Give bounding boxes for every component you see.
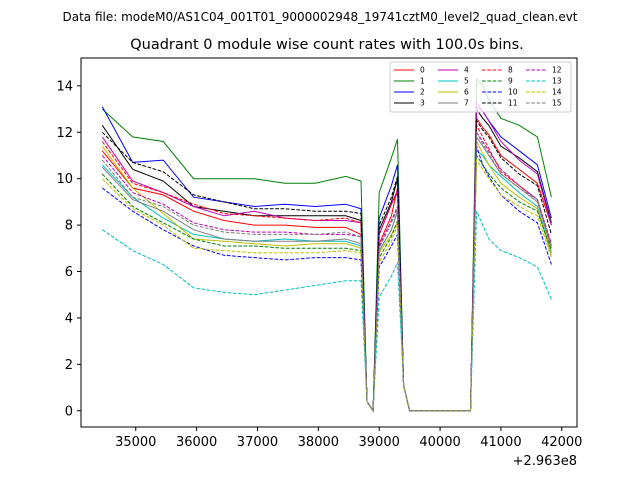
series-line-11 xyxy=(101,119,552,413)
series-line-15 xyxy=(101,130,552,413)
series-line-12 xyxy=(101,130,552,413)
series-line-9 xyxy=(101,153,552,413)
series-line-0 xyxy=(101,116,552,413)
x-tick-label-42000: 42000 xyxy=(541,435,582,450)
y-tick-label-12: 12 xyxy=(56,126,73,141)
series-line-14 xyxy=(101,158,552,413)
x-tick-label-35000: 35000 xyxy=(115,435,156,450)
legend-label-10: 10 xyxy=(508,88,518,97)
legend-label-5: 5 xyxy=(464,77,469,86)
legend-label-13: 13 xyxy=(552,77,562,86)
y-tick-label-6: 6 xyxy=(65,265,73,280)
legend-label-9: 9 xyxy=(508,77,513,86)
x-tick-label-41000: 41000 xyxy=(480,435,521,450)
axes-layer: 35000 36000 37000 38000 39000 40000 41000 42000… xyxy=(56,79,582,450)
series-line-10 xyxy=(101,146,552,413)
legend-label-7: 7 xyxy=(464,99,469,108)
x-tick-label-40000: 40000 xyxy=(419,435,460,450)
y-tick-label-2: 2 xyxy=(65,358,73,373)
y-tick-label-14: 14 xyxy=(56,79,73,94)
y-tick-label-8: 8 xyxy=(65,219,73,234)
x-tick-label-36000: 36000 xyxy=(176,435,217,450)
legend-label-6: 6 xyxy=(464,88,469,97)
plot-frame xyxy=(80,57,578,428)
legend-label-14: 14 xyxy=(552,88,562,97)
x-tick-label-37000: 37000 xyxy=(237,435,278,450)
legend-label-0: 0 xyxy=(420,66,425,75)
y-tick-label-4: 4 xyxy=(65,311,73,326)
x-tick-label-39000: 39000 xyxy=(359,435,400,450)
series-line-7 xyxy=(101,135,552,413)
series-line-13 xyxy=(102,210,552,413)
legend-label-8: 8 xyxy=(508,66,513,75)
legend-label-15: 15 xyxy=(552,99,562,108)
series-line-8 xyxy=(101,123,552,413)
chart-suptitle: Data file: modeM0/AS1C04_001T01_90000029… xyxy=(62,10,577,24)
x-offset-label: +2.963e8 xyxy=(513,454,577,469)
legend-label-1: 1 xyxy=(420,77,425,86)
y-tick-label-0: 0 xyxy=(65,404,73,419)
legend-label-2: 2 xyxy=(420,88,425,97)
legend-label-3: 3 xyxy=(420,99,425,108)
chart-title: Quadrant 0 module wise count rates with … xyxy=(130,37,524,53)
legend-frame xyxy=(389,61,572,113)
legend-label-11: 11 xyxy=(508,99,518,108)
series-line-6 xyxy=(101,141,552,413)
x-tick-label-38000: 38000 xyxy=(298,435,339,450)
legend-label-12: 12 xyxy=(552,66,562,75)
series-line-3 xyxy=(101,107,552,413)
y-tick-label-10: 10 xyxy=(56,172,73,187)
series-layer xyxy=(101,77,552,413)
legend-label-4: 4 xyxy=(464,66,469,75)
